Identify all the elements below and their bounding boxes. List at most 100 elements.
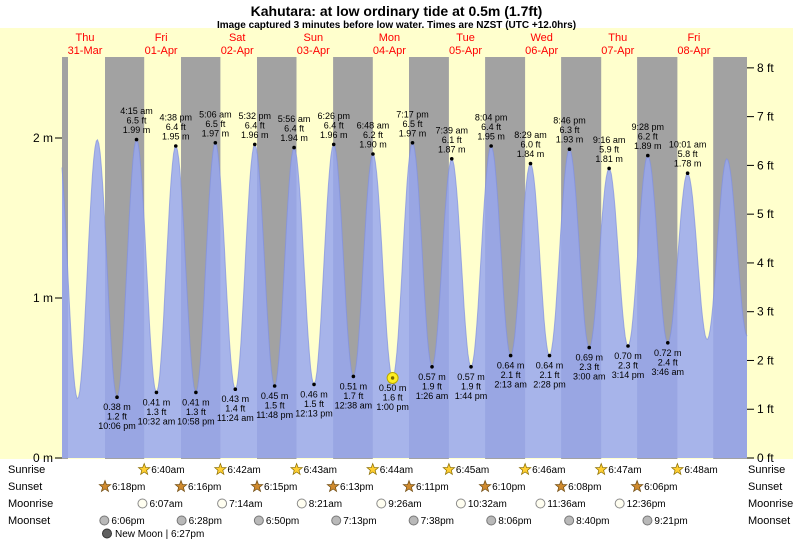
day-weekday-label: Fri bbox=[155, 32, 168, 44]
moonrise-icon bbox=[614, 498, 625, 509]
sunset-time: 6:08pm bbox=[568, 482, 601, 493]
sunset-icon bbox=[250, 479, 264, 493]
tide-extreme-dot bbox=[646, 153, 650, 158]
high-tide-label: 1.97 m bbox=[399, 128, 427, 138]
moonset-time: 9:21pm bbox=[654, 516, 687, 527]
tide-extreme-dot bbox=[371, 152, 375, 156]
day-date-label: 07-Apr bbox=[601, 45, 634, 57]
low-tide-label: 0.64 m bbox=[497, 361, 525, 371]
low-tide-label: 1.9 ft bbox=[422, 381, 443, 391]
high-tide-label: 1.97 m bbox=[202, 128, 230, 138]
tide-extreme-dot bbox=[194, 390, 198, 395]
high-tide-label: 6.0 ft bbox=[520, 140, 541, 150]
sunset-time: 6:11pm bbox=[416, 482, 449, 493]
high-tide-label: 7:17 pm bbox=[396, 109, 429, 119]
moonset-icon bbox=[408, 515, 419, 526]
high-tide-label: 1.96 m bbox=[320, 130, 348, 140]
high-tide-label: 6:26 pm bbox=[317, 111, 350, 121]
right-axis-label: 7 ft bbox=[757, 110, 774, 124]
current-time-sun-core bbox=[390, 376, 395, 380]
tide-extreme-dot bbox=[272, 384, 277, 388]
high-tide-label: 1.84 m bbox=[517, 149, 545, 159]
sunrise-time: 6:43am bbox=[304, 465, 337, 476]
moonset-time: 7:38pm bbox=[421, 516, 454, 527]
sunrise-time: 6:48am bbox=[684, 465, 717, 476]
tide-extreme-dot bbox=[547, 353, 552, 358]
sunrise-icon bbox=[518, 462, 532, 476]
low-tide-label: 0.57 m bbox=[418, 372, 446, 382]
low-tide-label: 2.3 ft bbox=[579, 362, 600, 372]
tide-curve-area bbox=[62, 139, 747, 459]
astro-row-label-left: Moonset bbox=[8, 515, 50, 527]
sunset-time: 6:16pm bbox=[188, 482, 221, 493]
astro-row-label-right: Moonrise bbox=[748, 498, 793, 510]
right-axis-label: 6 ft bbox=[757, 158, 774, 172]
day-date-label: 31-Mar bbox=[68, 45, 103, 57]
astro-row-label-left: Moonrise bbox=[8, 498, 53, 510]
new-moon-icon bbox=[102, 528, 112, 539]
low-tide-label: 3:46 am bbox=[652, 367, 685, 377]
low-tide-label: 10:06 pm bbox=[98, 421, 136, 431]
moonrise-time: 6:07am bbox=[149, 499, 182, 510]
high-tide-label: 8:29 am bbox=[514, 130, 547, 140]
moonset-time: 8:06pm bbox=[498, 516, 531, 527]
high-tide-label: 6.4 ft bbox=[166, 122, 187, 132]
low-tide-label: 0.38 m bbox=[103, 402, 131, 412]
day-weekday-label: Wed bbox=[530, 32, 552, 44]
astro-row-label-left: Sunset bbox=[8, 481, 42, 493]
tide-extreme-dot bbox=[351, 374, 356, 379]
tide-extreme-dot bbox=[154, 390, 159, 395]
low-tide-label: 3:00 am bbox=[573, 372, 606, 382]
tide-extreme-dot bbox=[665, 341, 670, 345]
high-tide-label: 7:39 am bbox=[435, 125, 468, 135]
tide-extreme-dot bbox=[134, 137, 139, 142]
high-tide-label: 1.99 m bbox=[123, 125, 151, 135]
tide-extreme-dot bbox=[567, 147, 572, 151]
high-tide-label: 6:48 am bbox=[357, 121, 390, 131]
tide-extreme-dot bbox=[430, 365, 434, 369]
high-tide-label: 1.90 m bbox=[359, 140, 387, 150]
high-tide-label: 1.81 m bbox=[595, 154, 623, 164]
low-tide-label: 0.41 m bbox=[182, 397, 210, 407]
high-tide-label: 1.95 m bbox=[162, 132, 190, 142]
moonset-time: 6:50pm bbox=[266, 516, 299, 527]
low-tide-label: 2.1 ft bbox=[501, 370, 522, 380]
tide-extreme-dot bbox=[252, 142, 257, 147]
sunset-icon bbox=[98, 479, 112, 493]
sunset-time: 6:15pm bbox=[264, 482, 297, 493]
high-tide-label: 6.4 ft bbox=[481, 122, 502, 132]
low-tide-label: 2.4 ft bbox=[658, 357, 679, 367]
low-tide-label: 0.41 m bbox=[143, 397, 171, 407]
sunrise-icon bbox=[137, 462, 151, 476]
high-tide-label: 6.5 ft bbox=[127, 116, 148, 126]
day-date-label: 08-Apr bbox=[677, 45, 710, 57]
high-tide-label: 6.3 ft bbox=[559, 125, 580, 135]
low-tide-label: 1.4 ft bbox=[225, 404, 246, 414]
moonset-time: 6:06pm bbox=[111, 516, 144, 527]
high-tide-label: 6.5 ft bbox=[205, 119, 226, 129]
tide-extreme-dot bbox=[508, 353, 513, 358]
moonset-icon bbox=[486, 515, 497, 526]
moonrise-time: 7:14am bbox=[229, 499, 262, 510]
day-weekday-label: Mon bbox=[379, 32, 400, 44]
sunset-time: 6:18pm bbox=[112, 482, 145, 493]
low-tide-label: 1.5 ft bbox=[304, 399, 325, 409]
low-tide-label: 11:24 am bbox=[217, 413, 254, 423]
moonrise-icon bbox=[217, 498, 228, 509]
sunset-time: 6:13pm bbox=[340, 482, 373, 493]
astro-row-label-right: Moonset bbox=[748, 515, 790, 527]
right-axis-label: 0 ft bbox=[757, 451, 774, 465]
astro-row-label-right: Sunset bbox=[748, 481, 782, 493]
high-tide-label: 6.4 ft bbox=[324, 120, 345, 130]
high-tide-label: 6.2 ft bbox=[363, 130, 384, 140]
day-weekday-label: Thu bbox=[76, 32, 95, 44]
low-tide-label: 1.5 ft bbox=[265, 401, 286, 411]
moonrise-icon bbox=[296, 498, 307, 509]
right-axis-label: 2 ft bbox=[757, 353, 774, 367]
tide-extreme-dot bbox=[626, 344, 630, 348]
day-weekday-label: Sun bbox=[304, 32, 324, 44]
high-tide-label: 4:15 am bbox=[120, 106, 153, 116]
low-tide-label: 10:32 am bbox=[138, 416, 176, 426]
sunset-icon bbox=[554, 479, 568, 493]
